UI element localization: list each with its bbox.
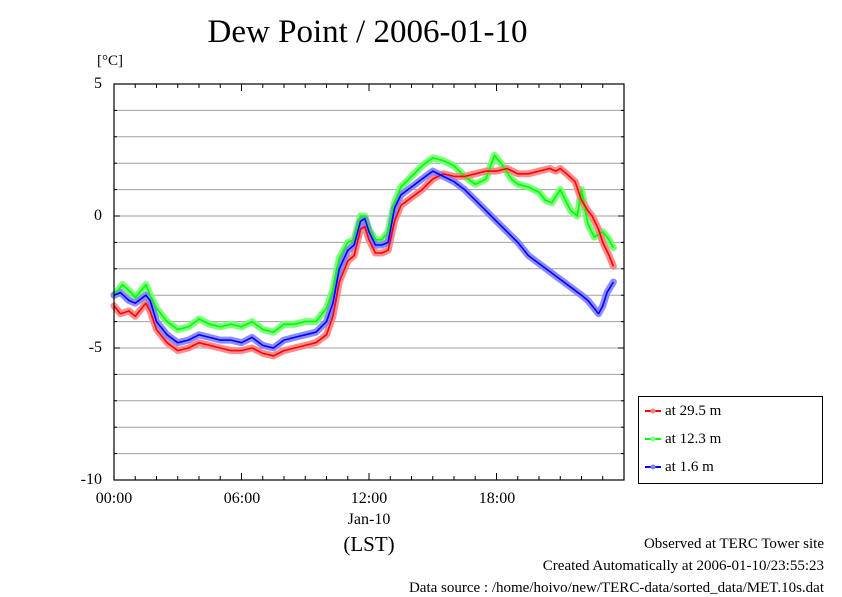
x-axis-label: (LST): [343, 532, 395, 556]
legend-item: at 1.6 m: [645, 457, 714, 477]
legend-swatch-blue: [645, 464, 661, 470]
x-tick-label: 06:00: [223, 490, 261, 507]
series-line-2: [113, 170, 615, 349]
y-tick-label: 5: [94, 75, 102, 92]
created-note: Created Automatically at 2006-01-10/23:5…: [542, 558, 824, 574]
x-tick-label: 00:00: [95, 490, 133, 507]
x-tick-label: 12:00: [350, 490, 388, 507]
x-date-label: Jan-10: [347, 511, 391, 528]
legend-label: at 1.6 m: [665, 458, 714, 475]
legend-label: at 29.5 m: [665, 402, 722, 419]
legend-swatch-green: [645, 436, 661, 442]
series-line-0: [113, 167, 615, 357]
series-line-1: [113, 154, 615, 334]
series-band-1: [110, 151, 617, 336]
y-tick-label: -10: [80, 471, 102, 488]
legend-item: at 29.5 m: [645, 401, 721, 421]
plot-frame: [113, 83, 625, 481]
legend: at 29.5 m at 12.3 m at 1.6 m: [638, 396, 823, 484]
y-tick-label: 0: [94, 207, 102, 224]
chart-title: Dew Point / 2006-01-10: [207, 14, 528, 50]
legend-label: at 12.3 m: [665, 430, 722, 447]
legend-swatch-red: [645, 408, 661, 414]
y-axis-unit-label: [°C]: [97, 53, 123, 69]
y-tick-label: -5: [88, 339, 102, 356]
data-source-note: Data source : /home/hoivo/new/TERC-data/…: [408, 580, 824, 596]
observed-note: Observed at TERC Tower site: [643, 536, 824, 552]
legend-item: at 12.3 m: [645, 429, 721, 449]
x-tick-label: 18:00: [478, 490, 516, 507]
